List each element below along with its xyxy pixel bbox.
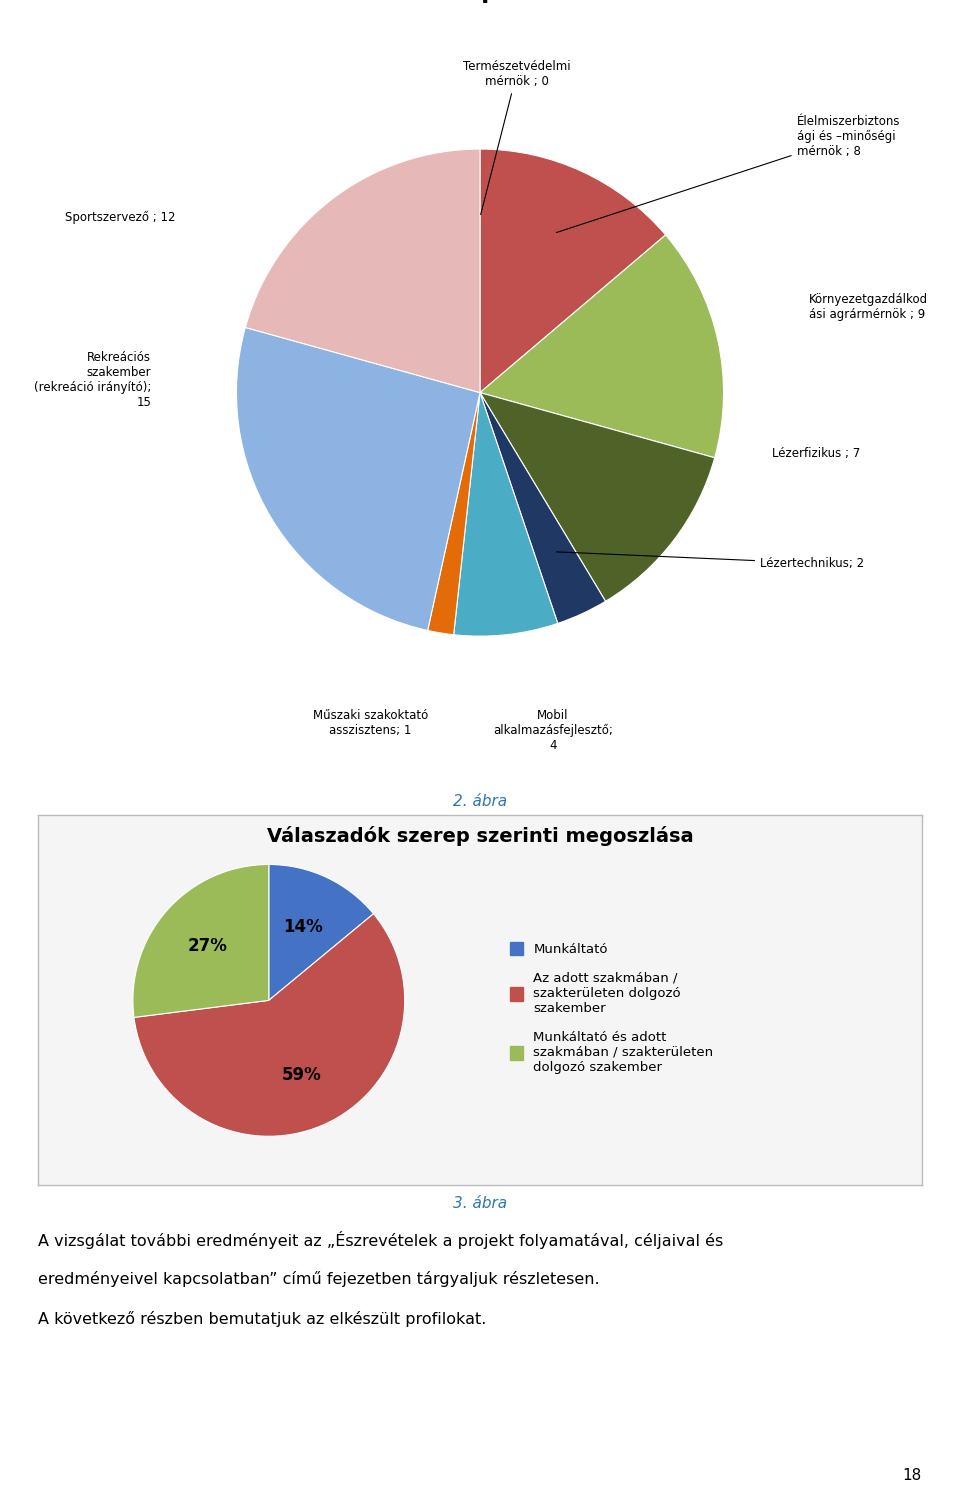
Wedge shape — [236, 328, 480, 631]
Text: Válaszadók szerep szerinti megoszlása: Válaszadók szerep szerinti megoszlása — [267, 826, 693, 847]
Legend: Munkáltató, Az adott szakmában /
szakterületen dolgozó
szakember, Munkáltató és : Munkáltató, Az adott szakmában / szakter… — [504, 936, 719, 1080]
Title: Kitöltők száma profilok szerint: Kitöltők száma profilok szerint — [276, 0, 684, 3]
Text: 27%: 27% — [188, 938, 228, 956]
Wedge shape — [427, 393, 480, 634]
Text: Környezetgazdálkod
ási agrármérnök ; 9: Környezetgazdálkod ási agrármérnök ; 9 — [808, 293, 928, 322]
Text: Mobil
alkalmazásfejlesztő;
4: Mobil alkalmazásfejlesztő; 4 — [493, 710, 613, 752]
Wedge shape — [454, 393, 558, 636]
Text: Sportszervező ; 12: Sportszervező ; 12 — [65, 211, 176, 223]
Wedge shape — [480, 393, 606, 624]
Text: 59%: 59% — [281, 1066, 321, 1084]
Text: Természetvédelmi
mérnök ; 0: Természetvédelmi mérnök ; 0 — [463, 60, 570, 214]
Wedge shape — [480, 149, 665, 393]
Text: A vizsgálat további eredményeit az „Észrevételek a projekt folyamatával, céljaiv: A vizsgálat további eredményeit az „Észr… — [38, 1231, 724, 1249]
Wedge shape — [480, 393, 714, 601]
Wedge shape — [480, 236, 724, 458]
Text: 14%: 14% — [283, 918, 324, 936]
Text: 3. ábra: 3. ábra — [453, 1196, 507, 1211]
Wedge shape — [132, 864, 269, 1018]
Text: eredményeivel kapcsolatban” című fejezetben tárgyaljuk részletesen.: eredményeivel kapcsolatban” című fejezet… — [38, 1271, 600, 1288]
Text: Lézerfizikus ; 7: Lézerfizikus ; 7 — [772, 447, 860, 461]
Text: A következő részben bemutatjuk az elkészült profilokat.: A következő részben bemutatjuk az elkész… — [38, 1311, 487, 1327]
Text: 18: 18 — [902, 1468, 922, 1483]
Text: Élelmiszerbiztons
ági és –minőségi
mérnök ; 8: Élelmiszerbiztons ági és –minőségi mérnö… — [556, 115, 900, 233]
Text: Rekreációs
szakember
(rekreáció irányító);
15: Rekreációs szakember (rekreáció irányító… — [34, 352, 152, 409]
Wedge shape — [246, 149, 480, 393]
Wedge shape — [269, 864, 373, 1000]
Text: Lézertechnikus; 2: Lézertechnikus; 2 — [557, 551, 864, 569]
Text: 2. ábra: 2. ábra — [453, 794, 507, 809]
Text: Műszaki szakoktató
asszisztens; 1: Műszaki szakoktató asszisztens; 1 — [313, 710, 428, 737]
Wedge shape — [134, 914, 405, 1136]
